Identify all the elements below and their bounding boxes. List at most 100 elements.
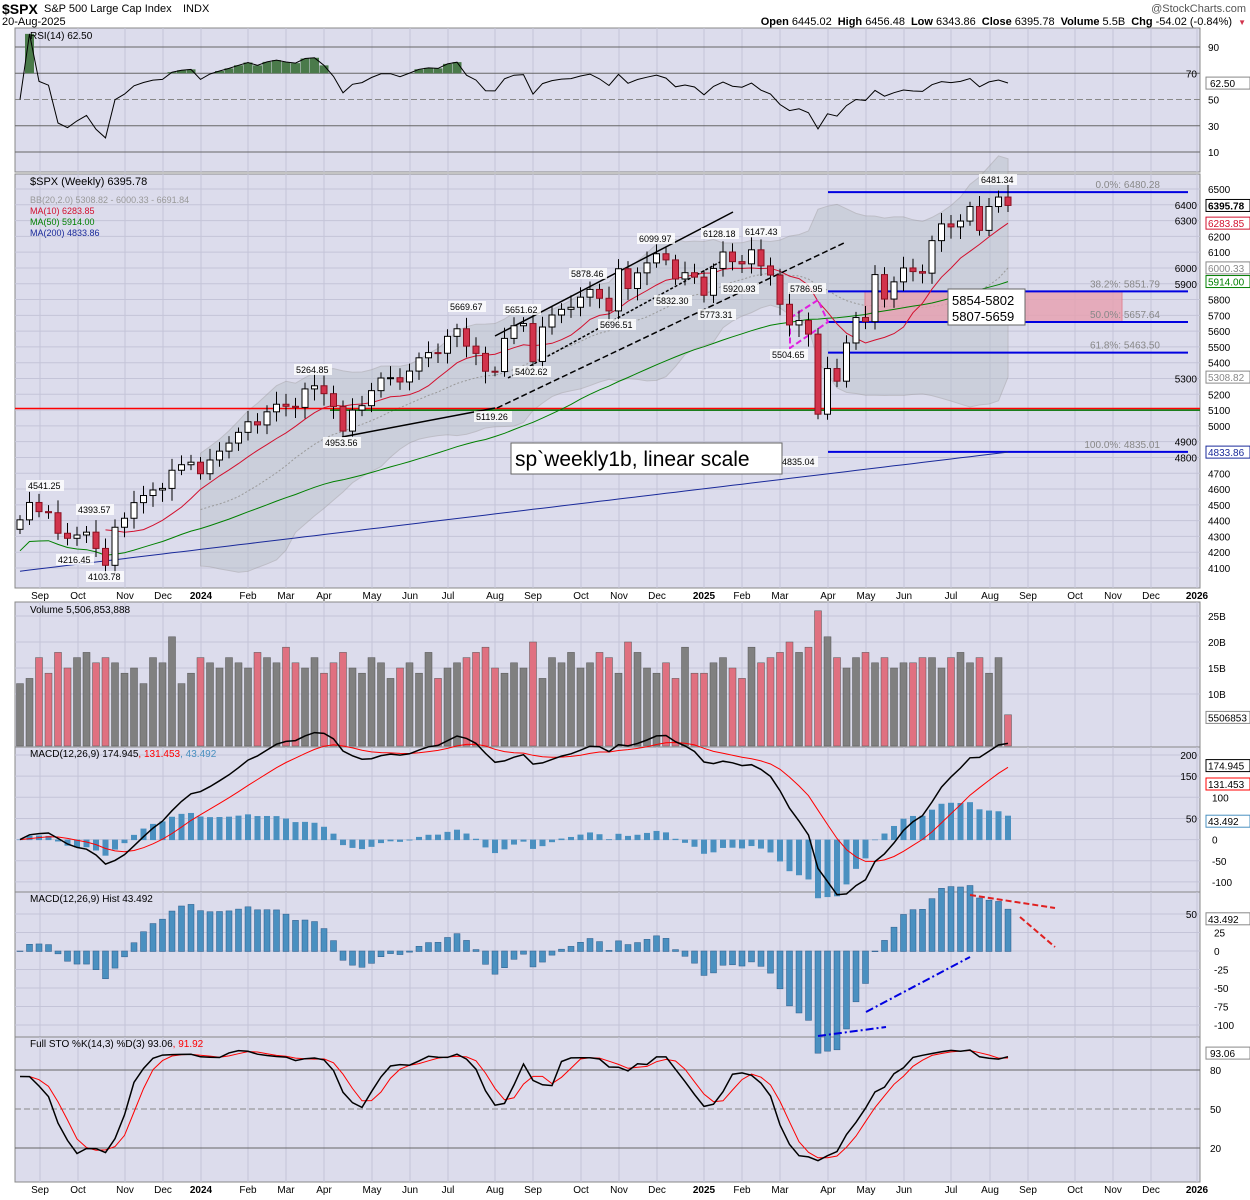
- x-tick-label: Oct: [70, 1185, 86, 1196]
- hist-bar: [244, 906, 252, 952]
- macd-tick-label: 200: [1180, 751, 1197, 762]
- hist-bar: [140, 931, 147, 952]
- hist-bar: [539, 950, 546, 963]
- hist-bar: [26, 943, 33, 952]
- volume-bar: [358, 672, 366, 747]
- candle: [976, 206, 983, 231]
- macd-value-box: [1205, 777, 1250, 791]
- volume-bar: [757, 662, 765, 747]
- hist-tick-label: -75: [1214, 1003, 1229, 1014]
- candle: [216, 450, 223, 461]
- x-tick-label: Jun: [896, 591, 912, 602]
- ma200-line: [19, 451, 1009, 572]
- macd-hist-bar: [492, 839, 498, 854]
- price-tick-label: 5500: [1208, 343, 1231, 354]
- macd-hist-bar: [710, 839, 717, 853]
- macd-hist-bar: [644, 832, 650, 841]
- candle: [434, 352, 442, 355]
- price-tick-label: 4300: [1208, 532, 1231, 543]
- hist-bar: [510, 950, 518, 960]
- volume-bar: [415, 672, 423, 747]
- hist-bar: [311, 921, 318, 952]
- candle: [881, 274, 888, 300]
- fib-label: 61.8%: 5463.50: [1090, 341, 1160, 352]
- zone-note-line2: 5807-5659: [952, 309, 1014, 324]
- macd-hist-bar: [777, 839, 783, 862]
- x-tick-label: 2024: [190, 1185, 213, 1196]
- macd-hist-bar: [74, 839, 80, 848]
- hist-bar: [976, 897, 983, 952]
- volume-legend: Volume 5,506,853,888: [30, 605, 131, 616]
- x-tick-label: Feb: [733, 1185, 751, 1196]
- candle: [672, 259, 679, 280]
- x-tick-label: May: [857, 1185, 876, 1196]
- candle: [995, 196, 1002, 208]
- x-tick-label: Jul: [945, 591, 958, 602]
- swing-label-bg: [598, 319, 636, 330]
- ohlc-key: High: [837, 16, 866, 28]
- candle: [596, 288, 603, 299]
- candle: [520, 323, 527, 327]
- volume-bar: [700, 672, 708, 747]
- x-tick-label: Nov: [610, 591, 628, 602]
- candle: [691, 272, 698, 278]
- price-tick-label: 6200: [1208, 232, 1231, 243]
- hist-bar: [121, 950, 128, 958]
- volume-bar: [595, 652, 604, 747]
- volume-bar: [196, 657, 205, 747]
- candle: [349, 409, 356, 432]
- macd-hist-bar: [606, 839, 612, 841]
- x-tick-label: Dec: [648, 1185, 666, 1196]
- swing-label: 5402.62: [515, 367, 548, 377]
- macd-tick-label: 100: [1212, 793, 1229, 804]
- candle: [909, 267, 917, 273]
- volume-tick-label: 20B: [1208, 638, 1226, 649]
- price-tick-label: 4500: [1208, 501, 1231, 512]
- macd-hist-bar: [473, 838, 479, 841]
- x-tick-label: 2024: [190, 591, 213, 602]
- candle: [102, 547, 109, 566]
- swing-label: 5669.67: [450, 302, 483, 312]
- price-box: [1205, 275, 1250, 289]
- macd-hist-bar: [349, 839, 356, 848]
- volume-bar: [918, 657, 927, 747]
- candle: [358, 405, 366, 411]
- macd-hist-bar: [786, 839, 793, 872]
- candle: [64, 532, 71, 539]
- candle: [957, 220, 964, 228]
- hist-bar: [520, 950, 527, 955]
- macd-hist-bar: [891, 825, 897, 841]
- candle: [244, 421, 252, 433]
- hist-bar: [738, 950, 746, 967]
- price-tick-label: 6500: [1208, 185, 1231, 196]
- macd-hist-bar: [976, 809, 983, 841]
- volume-bar: [890, 667, 898, 747]
- hist-tick-label: 0: [1214, 947, 1220, 958]
- hist-bar: [292, 920, 299, 952]
- macd-hist-bar: [112, 839, 118, 850]
- volume-bar: [348, 667, 357, 747]
- candle: [263, 411, 271, 426]
- hist-bar: [54, 950, 62, 955]
- bb-middle-line: [200, 267, 1009, 511]
- macd-hist-bar: [463, 833, 470, 841]
- macd-hist-bar: [207, 817, 213, 841]
- candle: [472, 345, 480, 354]
- volume-value-box: [1205, 710, 1250, 724]
- candle: [482, 352, 489, 372]
- volume-bar: [158, 662, 167, 747]
- x-tick-label: Oct: [573, 591, 589, 602]
- swing-label: 4103.78: [88, 572, 121, 582]
- swing-label: 5119.26: [476, 412, 508, 422]
- macd-hist-bar: [83, 839, 90, 848]
- macd-hist-bar: [321, 826, 327, 841]
- candle: [843, 342, 850, 382]
- sto-tick-label: 20: [1210, 1144, 1222, 1155]
- x-tick-label: Nov: [116, 1185, 134, 1196]
- price-tick-label: 6000: [1175, 264, 1198, 275]
- rsi-tick-label: 10: [1208, 148, 1220, 159]
- hist-tick-label: 50: [1186, 910, 1198, 921]
- legend-entry: BB(20,2.0) 5308.82 - 6000.33 - 6691.84: [30, 195, 189, 205]
- x-tick-label: Apr: [820, 1185, 836, 1196]
- price-box-value: 6000.33: [1208, 264, 1245, 275]
